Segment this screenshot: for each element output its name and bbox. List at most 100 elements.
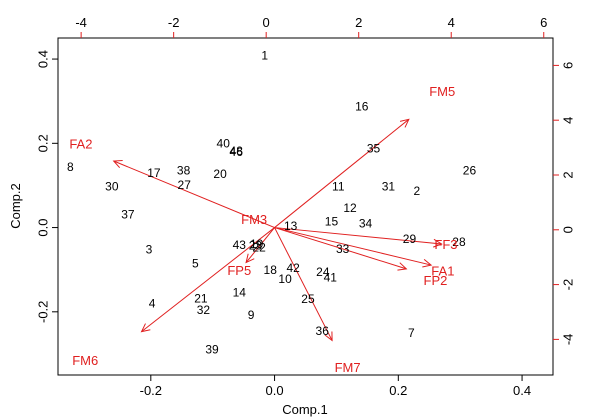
variable-label-fm5: FM5 xyxy=(429,84,455,99)
right-tick-label-1: -2 xyxy=(560,279,575,291)
right-tick-label-3: 2 xyxy=(560,171,575,178)
top-tick-label-0: -4 xyxy=(75,15,87,30)
y-tick-label-3: 0.4 xyxy=(35,50,50,68)
point-label-39: 39 xyxy=(205,343,219,357)
point-label-38: 38 xyxy=(177,164,191,178)
point-label-18: 18 xyxy=(264,263,278,277)
point-label-13: 13 xyxy=(284,219,298,233)
loading-arrows xyxy=(112,118,443,342)
left-axis: -0.2 0.0 0.2 0.4 xyxy=(35,50,58,323)
y-tick-label-0: -0.2 xyxy=(35,301,50,323)
top-tick-label-5: 6 xyxy=(540,15,547,30)
point-label-37: 37 xyxy=(121,208,135,222)
arrowhead-fp5 xyxy=(245,253,255,264)
point-label-3: 3 xyxy=(146,242,153,256)
point-label-26: 26 xyxy=(463,163,477,177)
arrowhead-ff3 xyxy=(433,238,443,248)
point-label-8: 8 xyxy=(67,160,74,174)
arrowhead-fp2 xyxy=(397,262,408,271)
point-label-17: 17 xyxy=(147,166,161,180)
point-label-33: 33 xyxy=(336,242,350,256)
point-label-32: 32 xyxy=(197,303,211,317)
point-label-12: 12 xyxy=(343,201,357,215)
point-label-23: 23 xyxy=(249,239,263,253)
arrow-fm5 xyxy=(274,118,410,228)
point-label-42: 42 xyxy=(286,261,300,275)
point-label-15: 15 xyxy=(325,215,339,229)
arrowhead-fa2 xyxy=(112,159,123,169)
variable-label-fm7: FM7 xyxy=(335,360,361,375)
arrow-fa1 xyxy=(274,227,432,266)
top-axis: -4 -2 0 2 4 6 xyxy=(75,15,547,38)
point-label-36: 36 xyxy=(316,324,330,338)
point-label-46: 46 xyxy=(230,145,244,159)
point-label-24: 24 xyxy=(316,265,330,279)
point-label-28: 28 xyxy=(452,235,466,249)
arrowhead-fm6 xyxy=(140,323,151,333)
top-tick-label-3: 2 xyxy=(355,15,362,30)
point-label-25: 25 xyxy=(301,292,315,306)
point-label-34: 34 xyxy=(359,216,373,230)
variable-label-fp5: FP5 xyxy=(227,263,251,278)
arrow-fp5 xyxy=(245,227,275,263)
arrow-fm7 xyxy=(274,227,333,341)
point-label-19: 19 xyxy=(250,237,264,251)
point-label-4: 4 xyxy=(149,296,156,310)
variable-label-fa2: FA2 xyxy=(69,136,92,151)
variable-label-ff3: FF3 xyxy=(434,237,457,252)
point-label-5: 5 xyxy=(192,256,199,270)
y-tick-label-2: 0.2 xyxy=(35,134,50,152)
top-tick-label-1: -2 xyxy=(168,15,180,30)
point-label-29: 29 xyxy=(403,232,417,246)
observation-labels: 1234578910111213141516171820212425262728… xyxy=(67,49,476,357)
top-tick-label-4: 4 xyxy=(448,15,455,30)
variable-label-fm3: FM3 xyxy=(241,212,267,227)
point-label-27: 27 xyxy=(178,178,192,192)
right-tick-label-4: 4 xyxy=(560,117,575,124)
point-label-2: 2 xyxy=(414,184,421,198)
plot-frame xyxy=(57,37,554,376)
variable-label-fm6: FM6 xyxy=(72,353,98,368)
point-label-20: 20 xyxy=(213,167,227,181)
point-label-30: 30 xyxy=(105,180,119,194)
point-label-16: 16 xyxy=(355,99,369,113)
point-label-22: 22 xyxy=(252,240,266,254)
point-label-11: 11 xyxy=(332,180,345,194)
point-label-9: 9 xyxy=(248,308,255,322)
point-label-43: 43 xyxy=(233,238,247,252)
arrowhead-fm5 xyxy=(399,118,410,128)
point-label-21: 21 xyxy=(194,291,208,305)
arrowhead-fa1 xyxy=(422,258,433,268)
variable-label-fa1: FA1 xyxy=(431,264,454,279)
point-label-35: 35 xyxy=(367,141,381,155)
x-tick-label-3: 0.4 xyxy=(513,383,531,398)
y-tick-label-1: 0.0 xyxy=(35,219,50,237)
arrow-ff3 xyxy=(274,227,442,245)
arrowhead-fm7 xyxy=(324,331,333,342)
point-label-14: 14 xyxy=(233,285,247,299)
arrow-fm6 xyxy=(141,227,275,333)
x-tick-label-2: 0.2 xyxy=(389,383,407,398)
right-tick-label-5: 6 xyxy=(560,62,575,69)
right-axis: -4 -2 0 2 4 6 xyxy=(553,62,575,345)
y-axis-title: Comp.2 xyxy=(8,183,23,229)
point-label-31: 31 xyxy=(382,179,396,193)
arrow-fp2 xyxy=(274,227,407,270)
right-tick-label-2: 0 xyxy=(560,226,575,233)
point-label-48: 48 xyxy=(230,144,244,158)
point-label-1: 1 xyxy=(261,49,268,63)
right-tick-label-0: -4 xyxy=(560,334,575,346)
bottom-axis: -0.2 0.0 0.2 0.4 xyxy=(140,375,531,398)
point-label-7: 7 xyxy=(408,326,415,340)
point-label-10: 10 xyxy=(278,272,292,286)
x-tick-label-1: 0.0 xyxy=(266,383,284,398)
top-tick-label-2: 0 xyxy=(263,15,270,30)
variable-label-fp2: FP2 xyxy=(424,273,448,288)
x-axis-title: Comp.1 xyxy=(282,402,328,417)
x-tick-label-0: -0.2 xyxy=(140,383,162,398)
point-label-41: 41 xyxy=(324,271,338,285)
arrow-fa2 xyxy=(113,160,275,229)
point-label-40: 40 xyxy=(217,137,231,151)
